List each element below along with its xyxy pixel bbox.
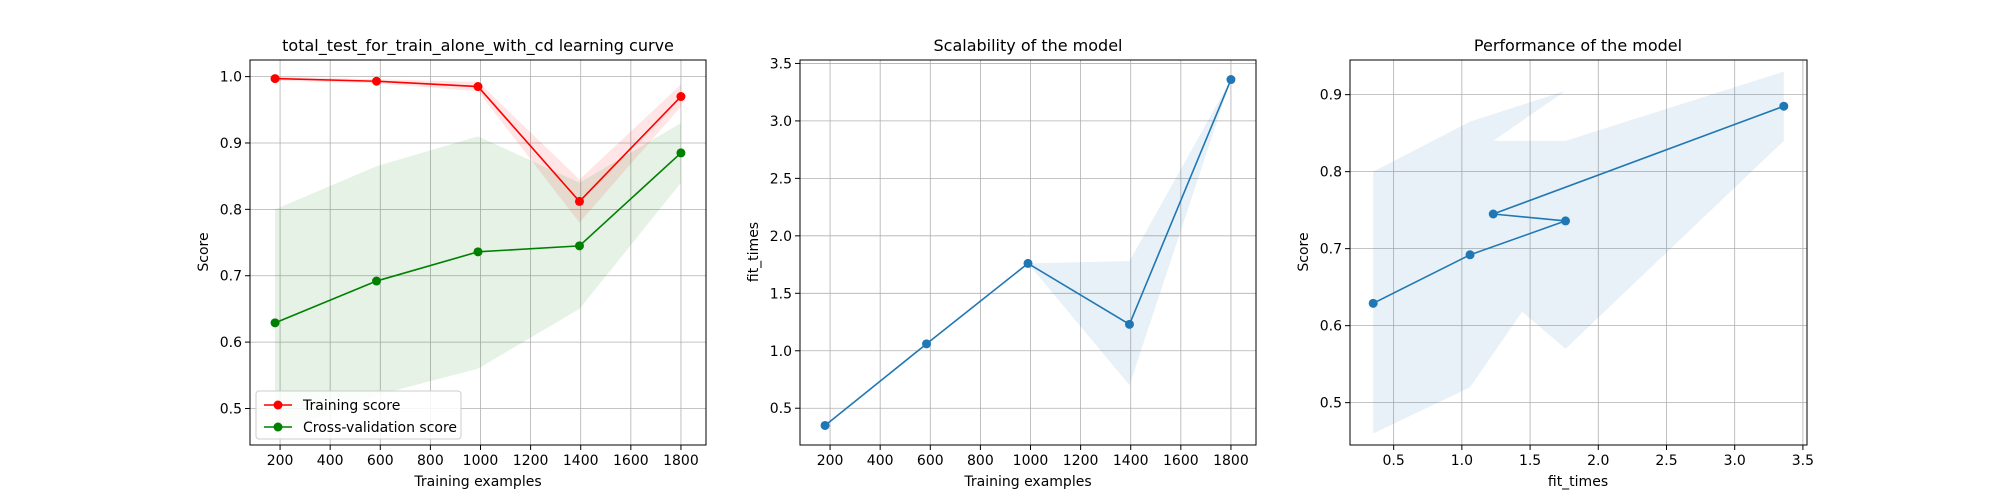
chart-title: total_test_for_train_alone_with_cd learn…: [282, 36, 674, 56]
plot-area: [800, 60, 1256, 445]
x-tick-label: 200: [817, 453, 844, 469]
x-tick-label: 1.0: [1451, 453, 1473, 469]
x-tick-label: 1600: [1163, 453, 1199, 469]
y-tick-label: 1.5: [770, 286, 792, 302]
data-point: [574, 241, 584, 251]
chart-performance: 0.5 1.0 1.5 2.0 2.5 3.0 3.5 0.5 0.6 0.7 0.8 0.9 Per…: [1296, 36, 1814, 490]
x-tick-label: 1800: [1213, 453, 1249, 469]
y-tick-label: 1.0: [770, 344, 792, 360]
data-point: [270, 74, 280, 84]
y-tick-label: 3.5: [770, 56, 792, 72]
y-tick-label: 0.8: [1320, 165, 1342, 181]
y-tick-label: 2.0: [770, 229, 792, 245]
chart-title: Performance of the model: [1474, 36, 1682, 55]
data-point: [1023, 258, 1033, 268]
y-axis-label: Score: [196, 232, 212, 271]
plot-area: [1350, 60, 1807, 445]
x-tick-label: 2.0: [1587, 453, 1609, 469]
data-point: [372, 76, 382, 86]
x-tick-label: 3.0: [1724, 453, 1746, 469]
y-tick-label: 2.5: [770, 171, 792, 187]
x-axis-label: Training examples: [963, 474, 1091, 490]
x-tick-label: 2.5: [1655, 453, 1677, 469]
data-point: [922, 339, 932, 349]
data-point: [1488, 209, 1498, 219]
data-point: [372, 276, 382, 286]
data-point: [1368, 298, 1378, 308]
legend: Training score Cross-validation score: [255, 390, 462, 440]
legend-label-cv: Cross-validation score: [303, 420, 457, 436]
plot-frame: [249, 59, 707, 446]
legend-box: [255, 390, 462, 440]
x-tick-label: 1000: [463, 453, 499, 469]
y-tick-label: 0.7: [220, 269, 242, 285]
y-tick-label: 0.6: [1320, 319, 1342, 335]
y-tick-label: 0.8: [220, 202, 242, 218]
confidence-band: [825, 79, 1231, 426]
confidence-band: [275, 76, 681, 223]
x-axis-label: Training examples: [413, 474, 541, 490]
chart-learning-curve: 200 400 600 800 1000 1200 1400 1600 1800 0.5 0.6 0.…: [196, 36, 707, 490]
x-tick-label: 800: [967, 453, 994, 469]
data-point: [1561, 216, 1571, 226]
y-tick-label: 0.5: [220, 401, 242, 417]
y-tick-label: 0.9: [1320, 88, 1342, 104]
plot-frame: [1349, 59, 1808, 446]
data-point: [270, 318, 280, 328]
y-tick-label: 0.6: [220, 335, 242, 351]
chart-title: Scalability of the model: [934, 36, 1123, 55]
x-tick-label: 0.5: [1383, 453, 1405, 469]
x-tick-label: 1.5: [1519, 453, 1541, 469]
y-axis-label: fit_times: [746, 222, 762, 282]
data-point: [676, 148, 686, 158]
y-tick-label: 1.0: [220, 70, 242, 86]
x-tick-label: 1800: [663, 453, 699, 469]
x-tick-label: 600: [917, 453, 944, 469]
data-point: [1779, 101, 1789, 111]
x-tick-label: 1600: [613, 453, 649, 469]
data-point: [676, 92, 686, 102]
y-tick-label: 0.5: [770, 401, 792, 417]
plot-frame: [799, 59, 1257, 446]
y-tick-label: 3.0: [770, 114, 792, 130]
data-point: [1226, 75, 1236, 85]
x-tick-label: 1400: [1113, 453, 1149, 469]
data-point: [1124, 319, 1134, 329]
data-point: [473, 82, 483, 92]
legend-marker-training: [273, 400, 283, 410]
legend-label-training: Training score: [302, 398, 400, 414]
x-tick-label: 1400: [563, 453, 599, 469]
x-tick-label: 1200: [513, 453, 549, 469]
y-axis-label: Score: [1296, 232, 1312, 271]
chart-scalability: 200 400 600 800 1000 1200 1400 1600 1800 0.5 1.0 1.…: [746, 36, 1257, 490]
data-point: [1465, 250, 1475, 260]
x-axis-label: fit_times: [1548, 474, 1608, 490]
x-tick-label: 400: [317, 453, 344, 469]
y-tick-label: 0.7: [1320, 242, 1342, 258]
y-tick-label: 0.5: [1320, 396, 1342, 412]
data-point: [820, 420, 830, 430]
legend-marker-cv: [273, 422, 283, 432]
data-point: [574, 196, 584, 206]
x-tick-label: 1000: [1013, 453, 1049, 469]
x-tick-label: 200: [267, 453, 294, 469]
x-tick-label: 600: [367, 453, 394, 469]
y-tick-label: 0.9: [220, 136, 242, 152]
x-tick-label: 400: [867, 453, 894, 469]
data-point: [473, 247, 483, 257]
confidence-band: [1373, 71, 1784, 434]
x-tick-label: 800: [417, 453, 444, 469]
x-tick-label: 3.5: [1792, 453, 1814, 469]
x-tick-label: 1200: [1063, 453, 1099, 469]
